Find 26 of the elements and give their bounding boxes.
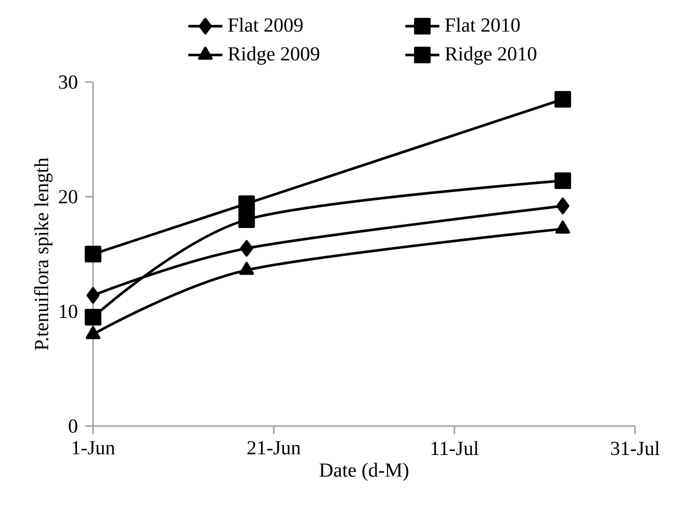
point	[84, 246, 102, 262]
x-tick-label: 11-Jul	[432, 441, 479, 456]
point	[554, 172, 572, 189]
point	[86, 287, 100, 304]
legend-label: Flat 2010	[445, 18, 520, 32]
point	[554, 90, 572, 108]
legend-label: Ridge 2009	[228, 46, 320, 65]
legend-label: Flat 2009	[228, 18, 303, 32]
point	[240, 240, 254, 257]
x-tick-label: 1-Jun	[72, 441, 115, 454]
point	[86, 326, 100, 340]
x-axis-title: Date (d-M)	[320, 462, 408, 481]
y-tick-label: 10	[60, 304, 78, 318]
point	[239, 262, 254, 275]
legend-label: Ridge 2010	[445, 46, 536, 65]
x-tick-label: 21-Jun	[247, 441, 301, 454]
x-tick-label: 31-Jul	[611, 441, 660, 456]
point	[238, 211, 255, 228]
point	[555, 220, 570, 234]
y-tick-label: 20	[58, 190, 78, 204]
y-tick-label: 30	[59, 75, 78, 89]
point	[84, 308, 102, 326]
point	[238, 195, 255, 212]
y-tick-label: 0	[68, 419, 78, 433]
y-axis-title: P.tenuiflora spike length	[34, 158, 52, 350]
point	[556, 198, 570, 214]
